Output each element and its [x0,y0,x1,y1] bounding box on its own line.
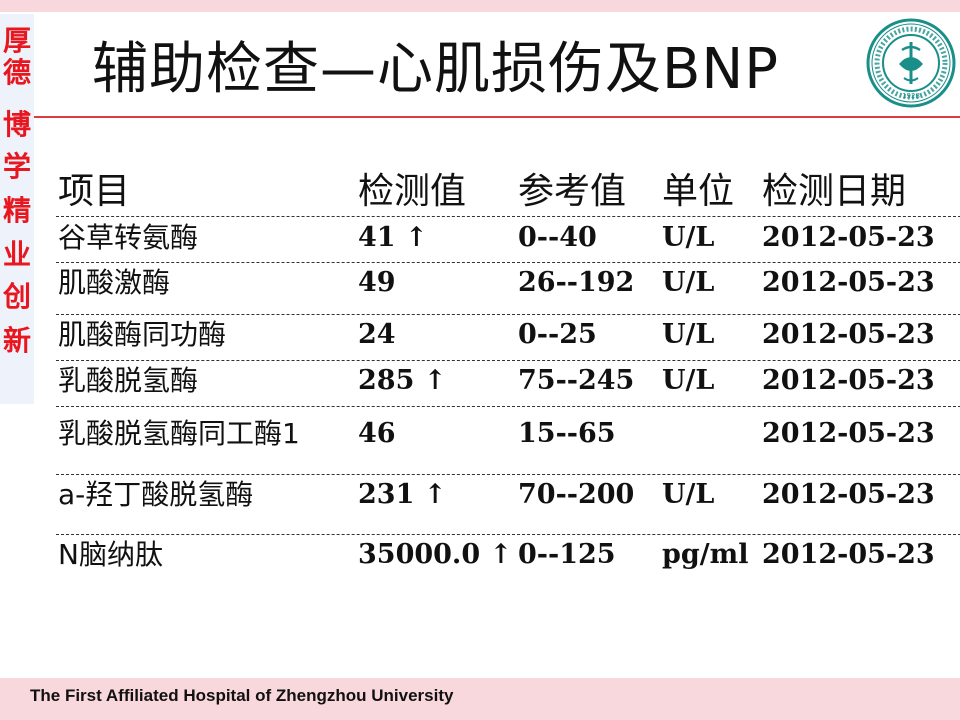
row-divider [56,534,960,535]
cell-unit: U/L [662,365,715,396]
cell-value: 46 [358,418,396,449]
cell-date: 2012-05-23 [762,479,935,510]
cell-name: N脑纳肽 [58,538,163,571]
row-divider [56,262,960,263]
cell-date: 2012-05-23 [762,418,935,449]
footer-band [0,678,960,720]
header-unit: 单位 [662,171,735,212]
row-divider [56,360,960,361]
cell-reference: 0--25 [518,319,597,350]
cell-unit: U/L [662,222,715,253]
motto-char: 业 [2,238,31,271]
cell-reference: 0--125 [518,539,616,570]
cell-name: 乳酸脱氢酶同工酶1 [58,417,300,450]
cell-name: a-羟丁酸脱氢酶 [58,478,254,511]
cell-value: 231 ↑ [358,479,447,510]
header-value: 检测值 [358,171,467,212]
cell-value: 35000.0 ↑ [358,539,513,570]
cell-value: 41 ↑ [358,222,428,253]
title-divider [34,116,960,118]
cell-unit: U/L [662,479,715,510]
row-divider [56,216,960,217]
cell-unit: U/L [662,267,715,298]
cell-date: 2012-05-23 [762,365,935,396]
cell-value: 49 [358,267,396,298]
cell-unit: pg/ml [662,539,749,570]
motto-char: 新 [2,324,31,357]
header-date: 检测日期 [762,171,907,212]
cell-reference: 26--192 [518,267,635,298]
slide-title: 辅助检查—心肌损伤及BNP [92,37,780,102]
row-divider [56,406,960,407]
logo-year: 1928 [902,92,920,100]
cell-date: 2012-05-23 [762,319,935,350]
row-divider [56,474,960,475]
cell-name: 谷草转氨酶 [58,221,199,254]
header-reference: 参考值 [518,171,627,212]
motto-char: 学 [2,150,31,183]
cell-date: 2012-05-23 [762,222,935,253]
footer-hospital-name: The First Affiliated Hospital of Zhengzh… [30,686,454,705]
cell-name: 肌酸激酶 [58,266,171,299]
top-band [0,0,960,12]
motto-char: 德 [2,56,31,89]
cell-reference: 75--245 [518,365,635,396]
header-item: 项目 [58,171,131,212]
hospital-seal-icon: 1928 [866,18,956,108]
cell-date: 2012-05-23 [762,539,935,570]
cell-reference: 0--40 [518,222,597,253]
cell-name: 乳酸脱氢酶 [58,364,199,397]
motto-char: 创 [2,280,31,313]
motto-strip: 厚 德 博 学 精 业 创 新 [0,14,34,404]
motto-char: 博 [2,108,31,141]
cell-value: 24 [358,319,396,350]
cell-reference: 70--200 [518,479,635,510]
row-divider [56,314,960,315]
cell-value: 285 ↑ [358,365,447,396]
cell-date: 2012-05-23 [762,267,935,298]
cell-unit: U/L [662,319,715,350]
motto-char: 精 [2,194,31,227]
cell-name: 肌酸酶同功酶 [58,318,227,351]
cell-reference: 15--65 [518,418,616,449]
motto-char: 厚 [2,24,31,57]
